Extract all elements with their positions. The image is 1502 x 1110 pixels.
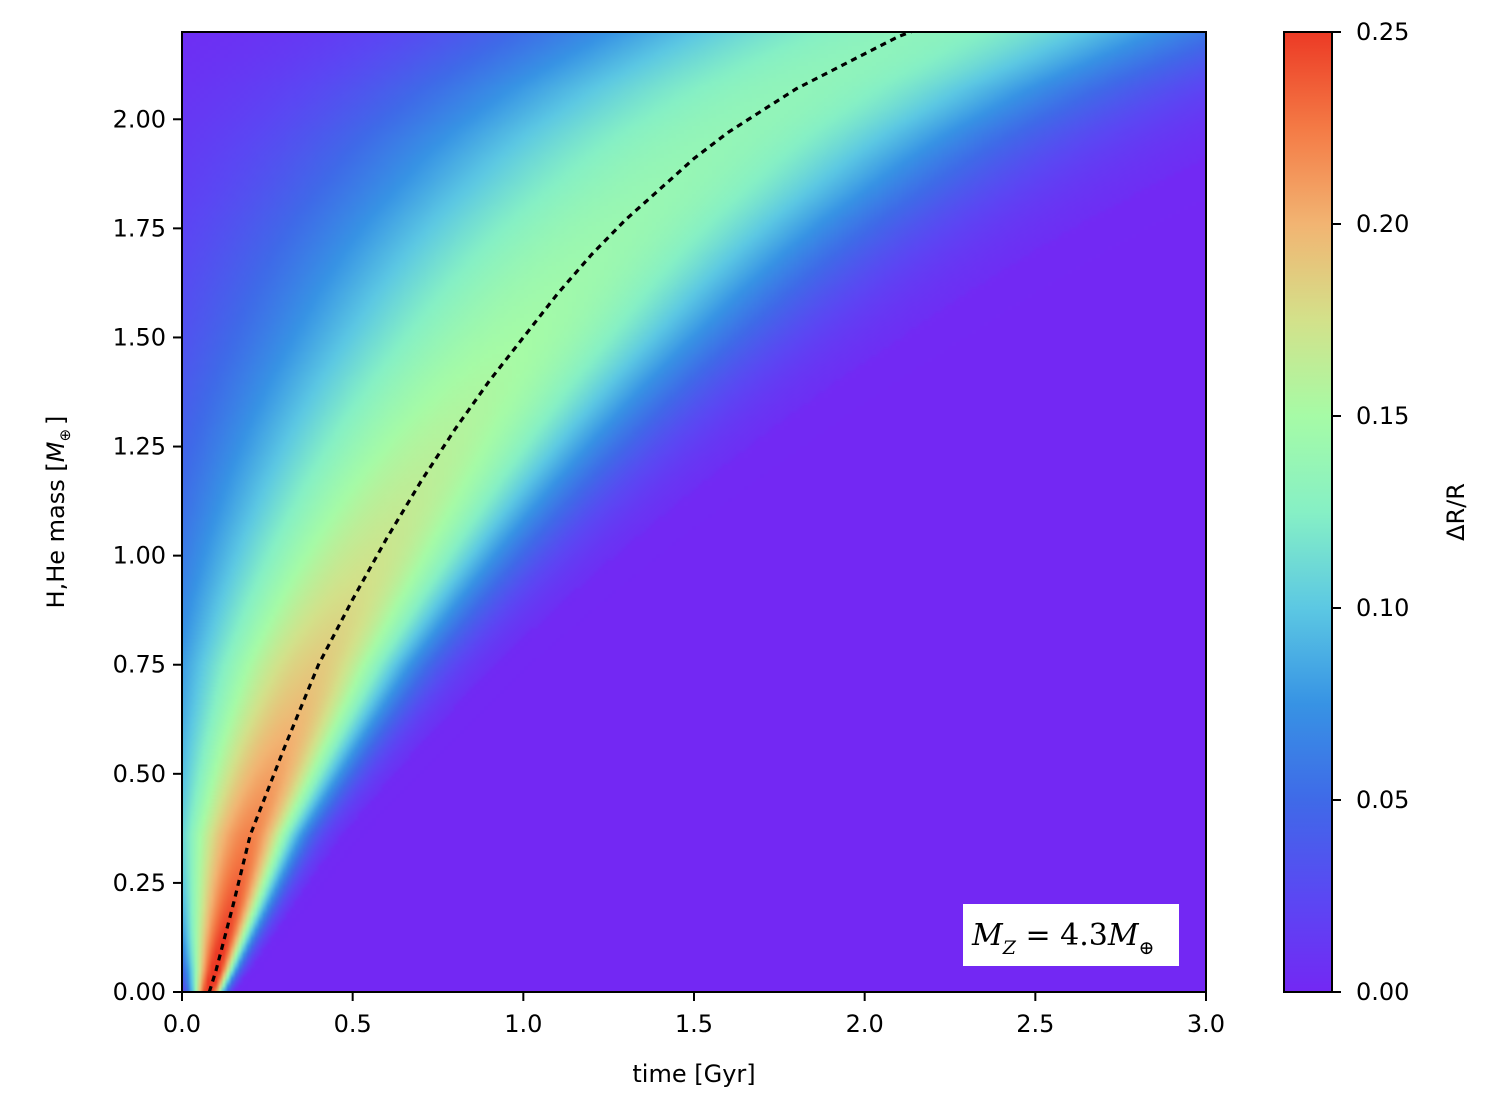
y-tick-label: 1.25 bbox=[113, 433, 166, 461]
y-tick-label: 0.00 bbox=[113, 978, 166, 1006]
y-axis-label: H,He mass [M⊕] bbox=[42, 416, 74, 609]
x-axis-label: time [Gyr] bbox=[632, 1060, 755, 1088]
annotation-text: MZ = 4.3M⊕ bbox=[971, 918, 1154, 959]
y-tick-label: 0.50 bbox=[113, 760, 166, 788]
heatmap-image bbox=[182, 32, 1206, 992]
mass-annotation: MZ = 4.3M⊕ bbox=[963, 904, 1179, 966]
x-axis: 0.0 0.5 1.0 1.5 2.0 2.5 3.0 bbox=[163, 992, 1225, 1038]
colorbar-tick-label: 0.05 bbox=[1356, 786, 1409, 814]
plot-area bbox=[181, 31, 1207, 993]
y-tick-label: 2.00 bbox=[113, 105, 166, 133]
y-tick-label: 0.75 bbox=[113, 651, 166, 679]
x-tick-label: 2.0 bbox=[846, 1010, 884, 1038]
dashed-curve bbox=[207, 32, 915, 992]
x-tick-label: 1.5 bbox=[675, 1010, 713, 1038]
colorbar-gradient bbox=[1283, 31, 1333, 993]
colorbar-tick-label: 0.00 bbox=[1356, 978, 1409, 1006]
y-tick-label: 1.50 bbox=[113, 323, 166, 351]
colorbar-ticks: 0.00 0.05 0.10 0.15 0.20 0.25 bbox=[1332, 18, 1409, 1006]
colorbar-tick-label: 0.10 bbox=[1356, 594, 1409, 622]
colorbar: 0.00 0.05 0.10 0.15 0.20 0.25 ΔR/R bbox=[1283, 18, 1470, 1006]
x-tick-label: 1.0 bbox=[504, 1010, 542, 1038]
annotation-box bbox=[963, 904, 1179, 966]
y-tick-label: 0.25 bbox=[113, 869, 166, 897]
x-tick-label: 3.0 bbox=[1187, 1010, 1225, 1038]
x-tick-label: 0.5 bbox=[334, 1010, 372, 1038]
x-tick-label: 0.0 bbox=[163, 1010, 201, 1038]
x-tick-label: 2.5 bbox=[1016, 1010, 1054, 1038]
y-tick-label: 1.00 bbox=[113, 542, 166, 570]
colorbar-tick-label: 0.20 bbox=[1356, 210, 1409, 238]
colorbar-tick-label: 0.15 bbox=[1356, 402, 1409, 430]
colorbar-tick-label: 0.25 bbox=[1356, 18, 1409, 46]
colorbar-label: ΔR/R bbox=[1442, 483, 1470, 541]
y-axis: 0.00 0.25 0.50 0.75 1.00 1.25 1.50 1.75 2.00 bbox=[113, 105, 182, 1006]
y-tick-label: 1.75 bbox=[113, 214, 166, 242]
